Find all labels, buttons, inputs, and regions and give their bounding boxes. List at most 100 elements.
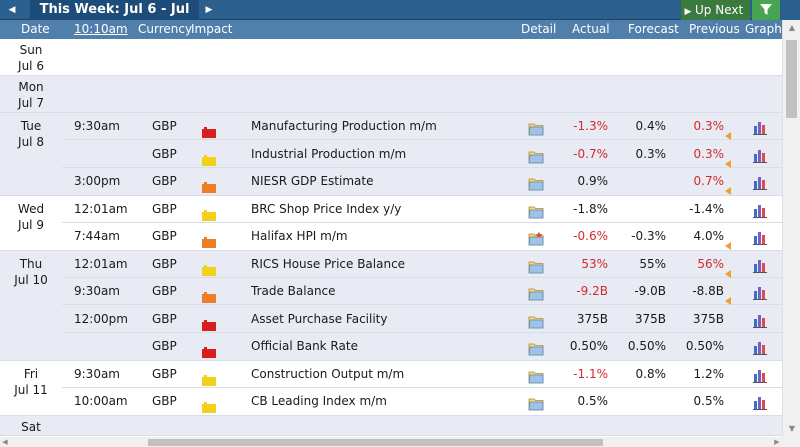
event-time: 12:00pm — [74, 311, 128, 326]
detail-folder-icon[interactable] — [528, 257, 544, 273]
week-title: This Week: Jul 6 - Jul 12 — [30, 0, 199, 37]
event-title[interactable]: CB Leading Index m/m — [251, 394, 387, 408]
revision-arrow-icon — [725, 261, 731, 278]
filter-button[interactable] — [752, 0, 780, 20]
event-row[interactable]: 9:30am GBP Manufacturing Production m/m -1.… — [62, 113, 782, 140]
graph-icon[interactable] — [753, 311, 767, 328]
event-currency: GBP — [152, 256, 177, 271]
event-title[interactable]: Official Bank Rate — [251, 339, 358, 353]
event-currency: GBP — [152, 174, 177, 188]
header-graph: Graph — [745, 22, 782, 36]
impact-folder-icon — [202, 369, 216, 386]
event-title[interactable]: Trade Balance — [251, 284, 336, 298]
graph-icon[interactable] — [753, 338, 767, 355]
event-title[interactable]: RICS House Price Balance — [251, 256, 406, 271]
column-header: Date 10:10am Currency Impact Detail Actu… — [0, 20, 782, 39]
detail-folder-icon[interactable] — [528, 339, 544, 356]
header-time-link[interactable]: 10:10am — [74, 22, 128, 36]
day-name: Fri — [23, 366, 39, 381]
day-label: Sun Jul 6 — [0, 42, 62, 74]
event-title[interactable]: Industrial Production m/m — [251, 146, 407, 161]
graph-icon[interactable] — [753, 393, 767, 410]
graph-icon[interactable] — [753, 256, 767, 273]
event-time: 10:00am — [74, 394, 128, 408]
day-label: Thu Jul 10 — [0, 256, 62, 288]
play-icon: ▶ — [684, 7, 692, 17]
event-row[interactable]: 12:01am GBP BRC Shop Price Index y/y -1.8% -… — [62, 196, 782, 223]
detail-folder-icon[interactable] — [528, 394, 544, 411]
impact-folder-icon — [202, 176, 216, 193]
up-next-button[interactable]: ▶ Up Next — [681, 0, 750, 20]
header-date: Date — [21, 22, 50, 36]
graph-icon[interactable] — [753, 118, 767, 135]
event-title[interactable]: Manufacturing Production m/m — [251, 119, 437, 133]
event-row[interactable]: 12:01am GBP RICS House Price Balance 53% 55%… — [62, 251, 782, 278]
day-group: Fri Jul 11 9:30am GBP Construction Output m/… — [0, 360, 782, 416]
day-date: Jul 11 — [14, 382, 48, 397]
scroll-right-icon[interactable]: ▶ — [774, 438, 780, 446]
event-row[interactable]: GBP Industrial Production m/m -0.7% 0.3% 0.3… — [62, 141, 782, 168]
horizontal-scroll-thumb[interactable] — [148, 439, 603, 446]
next-week-button[interactable]: ▶ — [199, 0, 219, 20]
event-row[interactable]: 9:30am GBP Trade Balance -9.2B -9.0B -8.8B — [62, 278, 782, 305]
detail-folder-icon[interactable] — [528, 202, 544, 218]
week-toolbar: ◀ This Week: Jul 6 - Jul 12 ▶ ▶Up Next — [0, 0, 800, 37]
detail-folder-icon[interactable] — [528, 174, 544, 191]
event-title[interactable]: Asset Purchase Facility — [251, 311, 388, 326]
vertical-scrollbar[interactable]: ▲ ▼ — [782, 20, 800, 437]
scroll-down-icon[interactable]: ▼ — [788, 424, 796, 433]
graph-icon[interactable] — [753, 228, 767, 245]
day-label: Mon Jul 7 — [0, 79, 62, 111]
previous-value: -8.8B — [692, 284, 724, 298]
graph-icon[interactable] — [753, 283, 767, 300]
actual-value: 53% — [581, 256, 608, 271]
event-row[interactable]: 9:30am GBP Construction Output m/m -1.1% 0.8… — [62, 361, 782, 388]
event-currency: GBP — [152, 201, 177, 216]
detail-folder-icon[interactable] — [528, 147, 544, 163]
detail-folder-icon[interactable] — [528, 284, 544, 301]
actual-value: 375B — [576, 311, 608, 326]
previous-value: 0.5% — [693, 394, 725, 408]
impact-folder-icon — [202, 231, 216, 248]
horizontal-scrollbar[interactable]: ◀ ▶ — [0, 437, 800, 447]
detail-folder-icon[interactable] — [528, 312, 544, 328]
impact-folder-icon — [202, 121, 216, 138]
event-title[interactable]: Halifax HPI m/m — [251, 229, 348, 243]
day-name: Thu — [19, 256, 43, 271]
event-title[interactable]: BRC Shop Price Index y/y — [251, 201, 402, 216]
impact-folder-icon — [202, 341, 216, 358]
event-currency: GBP — [152, 284, 177, 298]
previous-week-button[interactable]: ◀ — [2, 0, 22, 20]
graph-icon[interactable] — [753, 201, 767, 218]
event-row[interactable]: 10:00am GBP CB Leading Index m/m 0.5% 0.5% — [62, 388, 782, 415]
event-title[interactable]: NIESR GDP Estimate — [251, 174, 374, 188]
graph-icon[interactable] — [753, 366, 767, 383]
actual-value: -1.1% — [573, 366, 608, 381]
scroll-left-icon[interactable]: ◀ — [2, 438, 8, 446]
graph-icon[interactable] — [753, 146, 767, 163]
detail-folder-star-icon[interactable] — [528, 229, 544, 246]
day-label: Fri Jul 11 — [0, 366, 62, 398]
impact-folder-icon — [202, 204, 216, 221]
day-group: Sun Jul 6 — [0, 39, 782, 76]
day-group: Thu Jul 10 12:01am GBP RICS House Price Bala… — [0, 250, 782, 361]
vertical-scroll-thumb[interactable] — [786, 40, 797, 118]
event-row[interactable]: 3:00pm GBP NIESR GDP Estimate 0.9% 0.7% — [62, 168, 782, 195]
event-row[interactable]: 12:00pm GBP Asset Purchase Facility 375B 375… — [62, 306, 782, 333]
impact-folder-icon — [202, 396, 216, 413]
actual-value: -1.3% — [573, 119, 608, 133]
event-row[interactable]: 7:44am GBP Halifax HPI m/m -0.6% -0.3% 4.0% — [62, 223, 782, 250]
day-date: Jul 7 — [18, 96, 44, 110]
graph-icon[interactable] — [753, 173, 767, 190]
event-title[interactable]: Construction Output m/m — [251, 366, 405, 381]
day-label: Wed Jul 9 — [0, 201, 62, 233]
event-row[interactable]: GBP Official Bank Rate 0.50% 0.50% 0.50% — [62, 333, 782, 360]
impact-folder-icon — [202, 314, 216, 331]
filter-icon — [760, 4, 772, 15]
day-name: Tue — [20, 119, 42, 133]
day-name: Mon — [18, 80, 44, 94]
detail-folder-icon[interactable] — [528, 119, 544, 136]
detail-folder-icon[interactable] — [528, 367, 544, 383]
toolbar-corner — [780, 0, 800, 20]
scroll-up-icon[interactable]: ▲ — [788, 23, 796, 32]
